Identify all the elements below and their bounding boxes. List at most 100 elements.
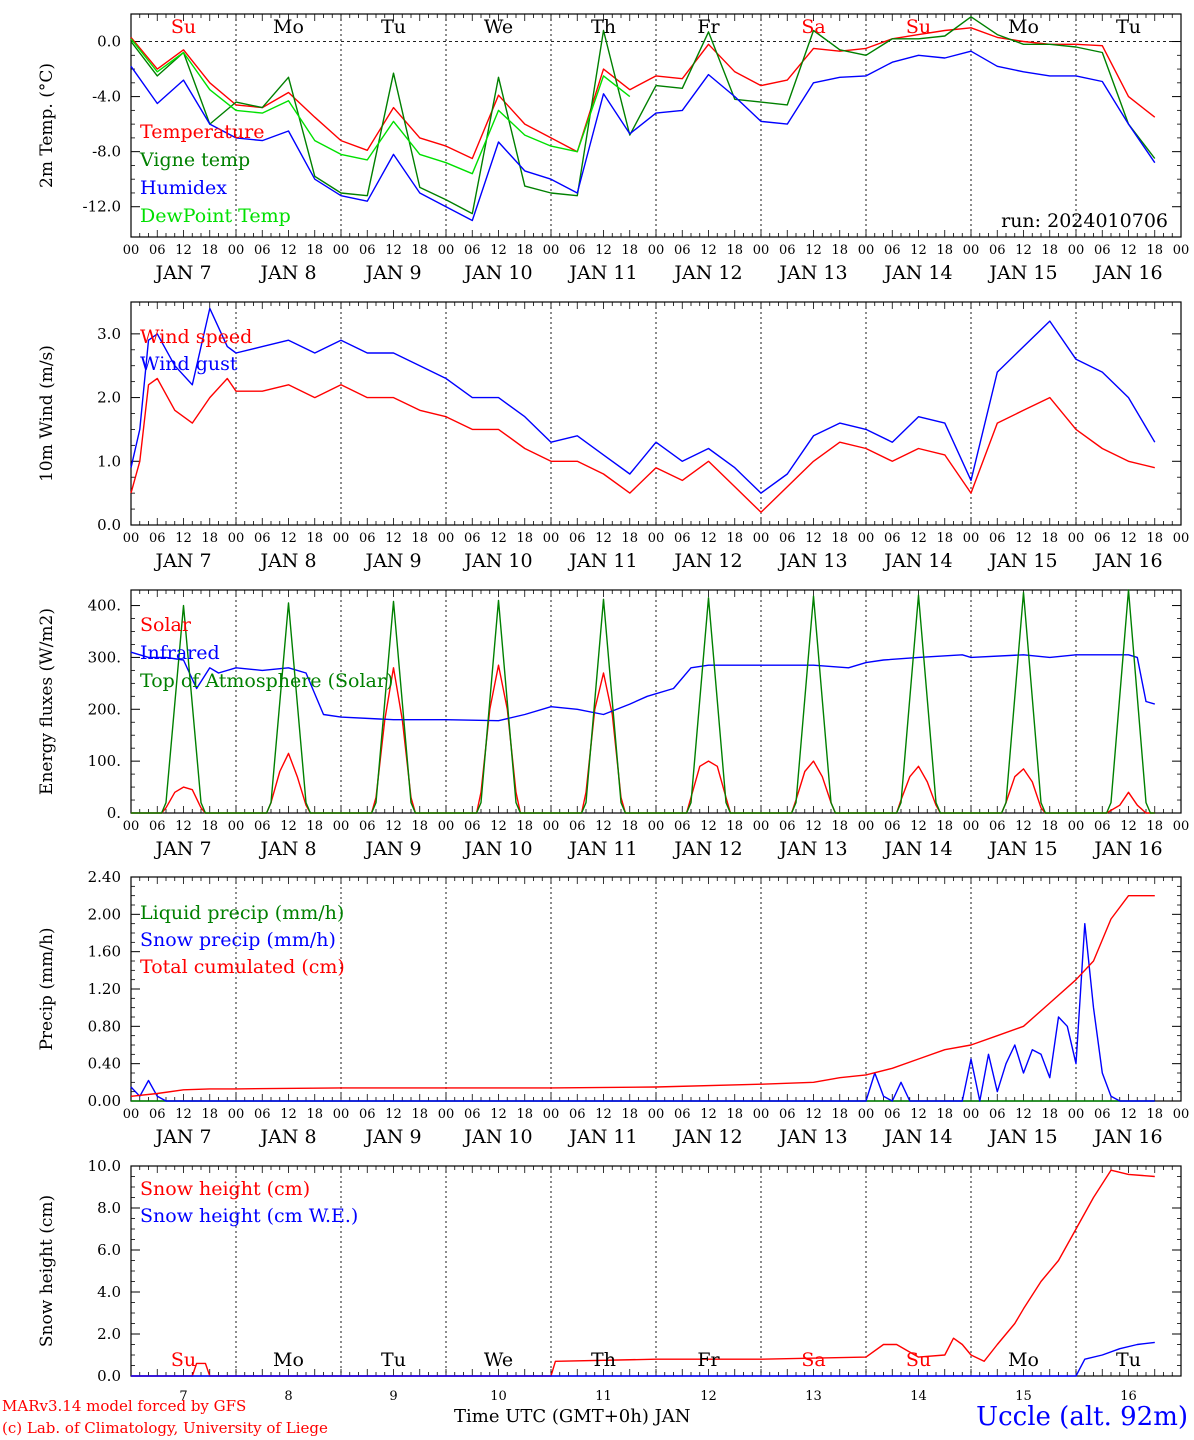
- hour-tick-label: 06: [149, 243, 166, 258]
- hour-tick-label: 12: [1120, 1107, 1137, 1122]
- date-label: JAN 8: [258, 838, 316, 860]
- legend-entry: Top of Atmosphere (Solar): [140, 670, 393, 692]
- hour-tick-label: 00: [1173, 531, 1190, 546]
- date-label: JAN 7: [153, 550, 211, 572]
- series-line-snow-height-cm-: [131, 1169, 1155, 1377]
- legend-entry: DewPoint Temp: [140, 205, 291, 227]
- hour-tick-label: 06: [254, 531, 271, 546]
- hour-tick-label: 18: [306, 819, 323, 834]
- hour-tick-label: 12: [595, 243, 612, 258]
- y-tick-label: 400.: [88, 597, 121, 615]
- hour-tick-label: 18: [1146, 819, 1163, 834]
- hour-tick-label: 18: [411, 819, 428, 834]
- y-tick-label: -8.0: [92, 143, 121, 161]
- hour-tick-label: 18: [726, 243, 743, 258]
- hour-tick-label: 00: [543, 819, 560, 834]
- hour-tick-label: 00: [648, 243, 665, 258]
- date-label: JAN 12: [672, 1126, 742, 1148]
- hour-tick-label: 12: [175, 531, 192, 546]
- hour-tick-label: 00: [648, 1107, 665, 1122]
- hour-tick-label: 18: [621, 531, 638, 546]
- weekday-label: Su: [906, 1349, 931, 1371]
- panel-2: 0.0 1.0 2.0 3.0 10m Wind (m/s) Wind speed Wind…: [37, 301, 1190, 572]
- legend-entry: Snow height (cm): [140, 1178, 310, 1200]
- hour-tick-label: 00: [753, 531, 770, 546]
- hour-tick-label: 18: [1146, 531, 1163, 546]
- hour-tick-label: 12: [1015, 1107, 1032, 1122]
- hour-tick-label: 18: [936, 1107, 953, 1122]
- weekday-label: Su: [906, 16, 931, 38]
- weekday-label: Sa: [801, 1349, 825, 1371]
- hour-tick-label: 18: [831, 531, 848, 546]
- hour-tick-label: 18: [1146, 1107, 1163, 1122]
- date-label: JAN 11: [567, 1126, 637, 1148]
- date-label: JAN 15: [987, 838, 1057, 860]
- hour-tick-label: 00: [438, 1107, 455, 1122]
- bottom-date-label: 9: [389, 1389, 397, 1404]
- hour-tick-label: 06: [989, 243, 1006, 258]
- hour-tick-label: 00: [858, 243, 875, 258]
- date-label: JAN 16: [1092, 1126, 1162, 1148]
- y-tick-label: 3.0: [97, 325, 121, 343]
- weekday-label: Fr: [697, 1349, 720, 1371]
- hour-tick-label: 06: [884, 531, 901, 546]
- bottom-date-label: 14: [910, 1389, 927, 1404]
- hour-tick-label: 00: [543, 531, 560, 546]
- y-tick-label: 8.0: [97, 1199, 121, 1217]
- hour-tick-label: 18: [201, 819, 218, 834]
- series-line-dewpoint-temp: [130, 38, 631, 175]
- hour-tick-label: 18: [306, 531, 323, 546]
- bottom-date-label: 8: [284, 1389, 292, 1404]
- y-tick-label: 1.60: [88, 943, 121, 961]
- date-label: JAN 10: [462, 1126, 532, 1148]
- date-label: JAN 11: [567, 550, 637, 572]
- legend-entry: Snow height (cm W.E.): [140, 1205, 358, 1227]
- y-tick-label: 200.: [88, 700, 121, 718]
- x-axis-title: Time UTC (GMT+0h) JAN: [454, 1406, 691, 1427]
- date-label: JAN 11: [567, 262, 637, 284]
- hour-tick-label: 00: [333, 531, 350, 546]
- hour-tick-label: 06: [569, 819, 586, 834]
- hour-tick-label: 06: [464, 1107, 481, 1122]
- date-label: JAN 7: [153, 1126, 211, 1148]
- hour-tick-label: 18: [516, 819, 533, 834]
- weekday-label: Tu: [381, 16, 406, 38]
- hour-tick-label: 00: [543, 243, 560, 258]
- hour-tick-label: 00: [543, 1107, 560, 1122]
- y-axis-label: 10m Wind (m/s): [37, 345, 57, 482]
- hour-tick-label: 12: [700, 243, 717, 258]
- hour-tick-label: 12: [1120, 819, 1137, 834]
- weekday-label: Mo: [273, 16, 304, 38]
- hour-tick-label: 12: [700, 1107, 717, 1122]
- bottom-date-label: 15: [1015, 1389, 1032, 1404]
- weekday-label: Su: [171, 1349, 196, 1371]
- weekday-label: Mo: [273, 1349, 304, 1371]
- series-line-vigne-temp: [130, 16, 1156, 215]
- hour-tick-label: 06: [989, 819, 1006, 834]
- hour-tick-label: 18: [201, 243, 218, 258]
- hour-tick-label: 00: [438, 243, 455, 258]
- hour-tick-label: 18: [516, 243, 533, 258]
- hour-tick-label: 06: [779, 531, 796, 546]
- date-label: JAN 16: [1092, 262, 1162, 284]
- hour-tick-label: 12: [1120, 531, 1137, 546]
- y-tick-label: 1.0: [97, 452, 121, 470]
- hour-tick-label: 12: [385, 531, 402, 546]
- date-label: JAN 8: [258, 550, 316, 572]
- hour-tick-label: 00: [1173, 1107, 1190, 1122]
- hour-tick-label: 06: [1094, 1107, 1111, 1122]
- bottom-date-label: 10: [490, 1389, 507, 1404]
- hour-tick-label: 06: [674, 243, 691, 258]
- hour-tick-label: 00: [333, 819, 350, 834]
- hour-tick-label: 12: [490, 1107, 507, 1122]
- hour-tick-label: 00: [1173, 243, 1190, 258]
- hour-tick-label: 00: [648, 819, 665, 834]
- date-label: JAN 10: [462, 262, 532, 284]
- date-label: JAN 13: [777, 262, 847, 284]
- weekday-label: Su: [171, 16, 196, 38]
- model-credit: MARv3.14 model forced by GFS: [2, 1397, 247, 1415]
- date-label: JAN 13: [777, 838, 847, 860]
- lab-credit: (c) Lab. of Climatology, University of L…: [2, 1419, 328, 1437]
- legend-entry: Infrared: [140, 642, 220, 664]
